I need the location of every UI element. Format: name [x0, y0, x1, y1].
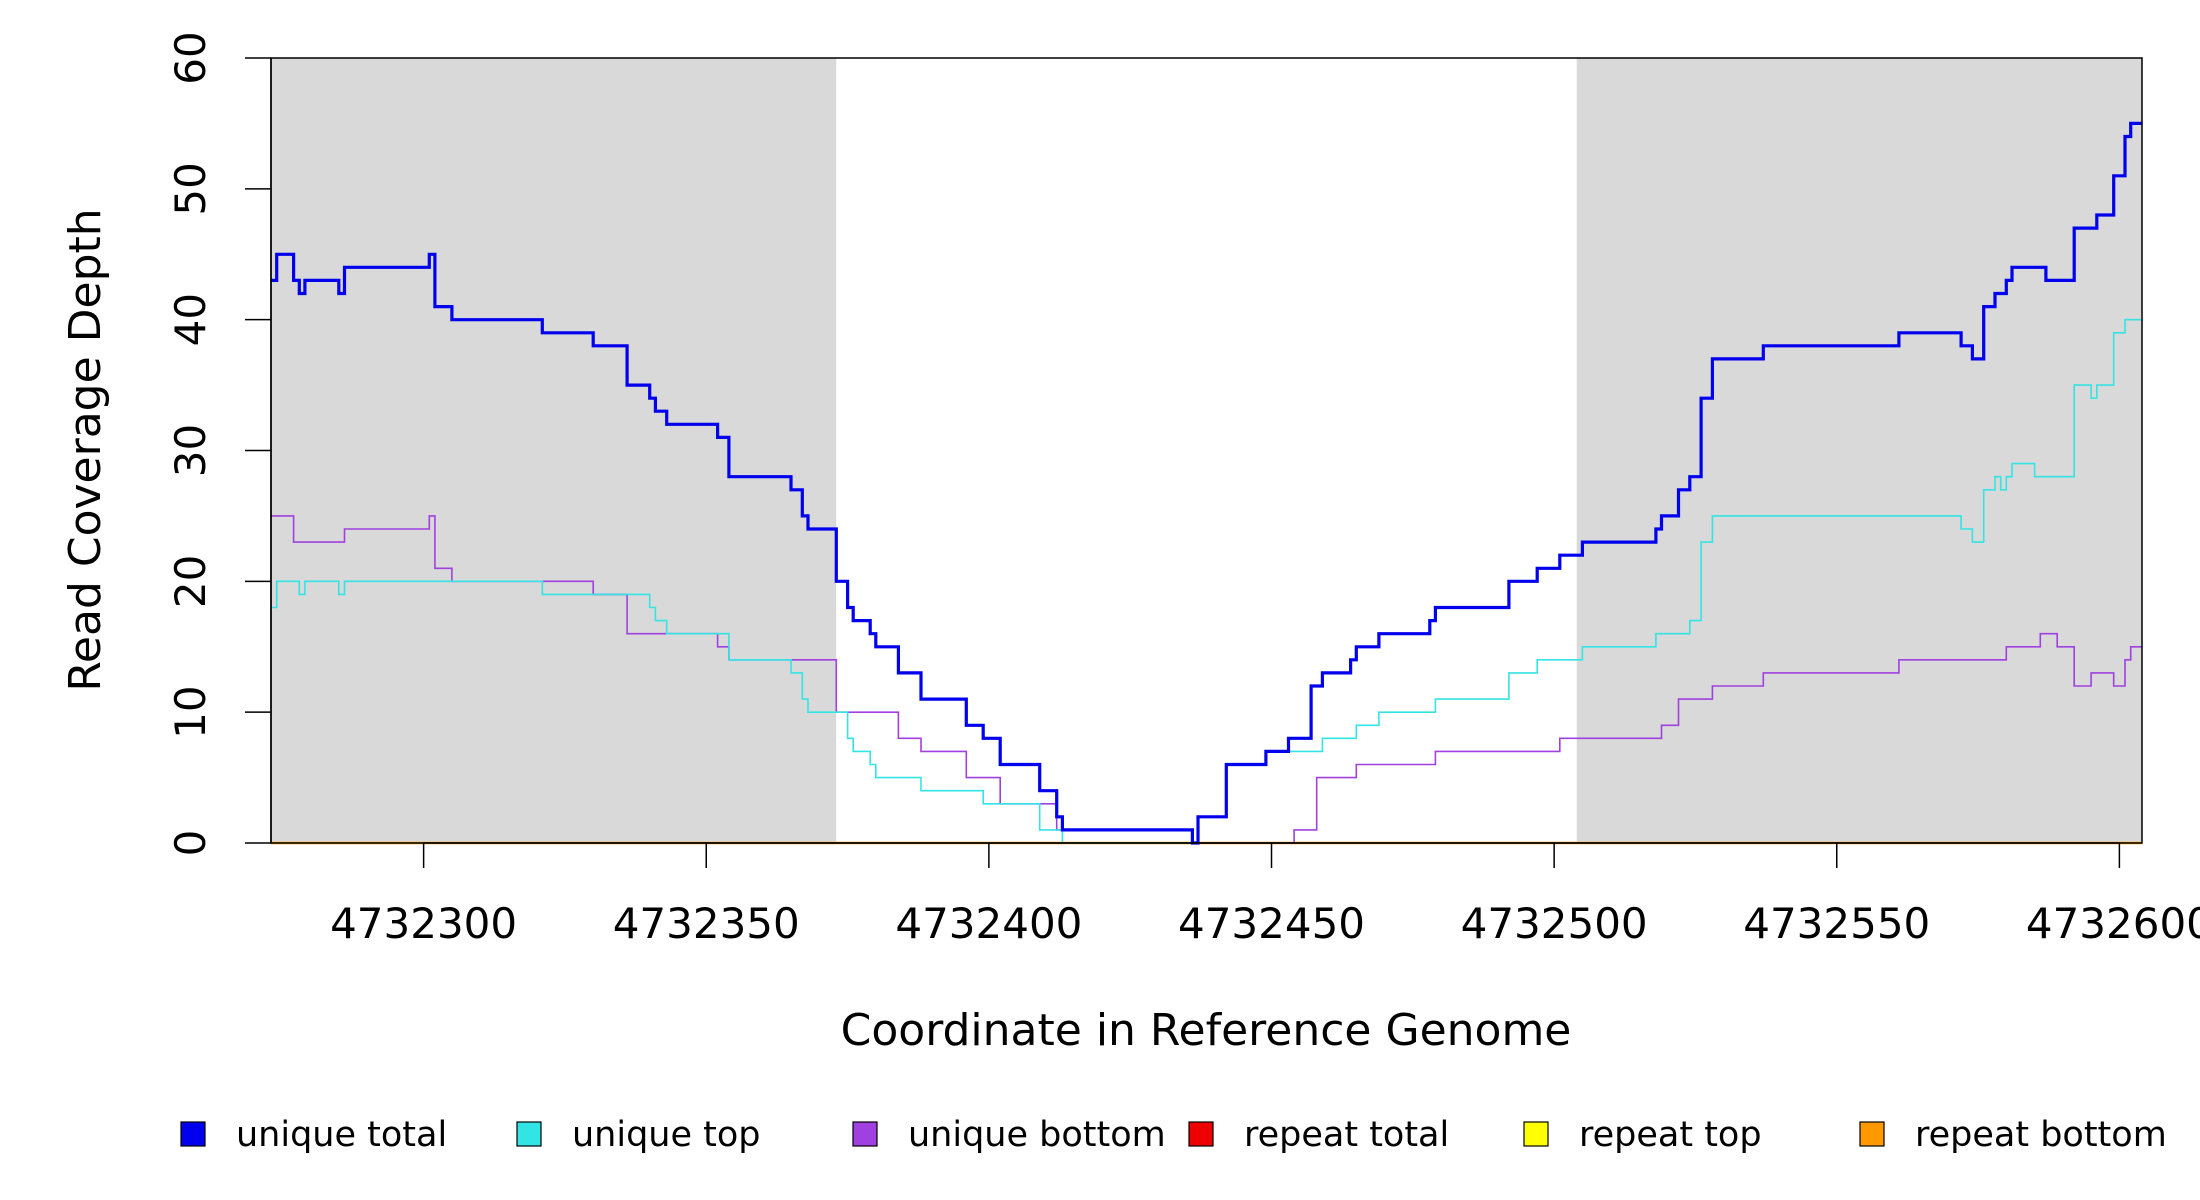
y-tick-label: 50: [166, 162, 215, 215]
x-tick-label: 4732400: [895, 899, 1082, 948]
legend-swatch: [852, 1121, 878, 1147]
legend-swatch: [516, 1121, 542, 1147]
x-tick-label: 4732450: [1178, 899, 1365, 948]
y-axis-title: Read Coverage Depth: [60, 208, 111, 691]
legend-swatch: [1859, 1121, 1885, 1147]
legend-item-repeat-top: repeat top: [1523, 1115, 1762, 1155]
shaded-region-2: [1576, 58, 2142, 843]
y-tick-label: 30: [166, 424, 215, 477]
y-tick-label: 20: [166, 555, 215, 608]
x-axis: 4732300 4732350 4732400 4732450 4732500 47325…: [330, 842, 2200, 948]
y-axis: 0 10 20 30 40 50 60: [166, 31, 272, 857]
legend-swatch: [180, 1121, 206, 1147]
legend-swatch: [1188, 1121, 1214, 1147]
shaded-region-1: [271, 58, 837, 843]
legend-label: unique total: [236, 1115, 447, 1155]
legend-item-repeat-total: repeat total: [1188, 1115, 1449, 1155]
y-tick-label: 0: [166, 830, 215, 857]
x-axis-title: Coordinate in Reference Genome: [841, 1005, 1572, 1056]
legend-label: repeat total: [1244, 1115, 1449, 1155]
legend-item-unique-top: unique top: [516, 1115, 761, 1155]
legend-label: repeat top: [1579, 1115, 1762, 1155]
y-tick-label: 40: [166, 293, 215, 346]
legend-label: repeat bottom: [1915, 1115, 2167, 1155]
x-tick-label: 4732300: [330, 899, 517, 948]
legend-item-unique-total: unique total: [180, 1115, 447, 1155]
x-tick-label: 4732550: [1743, 899, 1930, 948]
legend-item-repeat-bottom: repeat bottom: [1859, 1115, 2167, 1155]
shaded-regions: [271, 58, 2142, 843]
legend-item-unique-bottom: unique bottom: [852, 1115, 1166, 1155]
x-tick-label: 4732500: [1461, 899, 1648, 948]
legend: unique total unique top unique bottom repea…: [180, 1115, 2167, 1155]
legend-label: unique bottom: [908, 1115, 1166, 1155]
y-tick-label: 10: [166, 685, 215, 738]
legend-swatch: [1523, 1121, 1549, 1147]
legend-label: unique top: [572, 1115, 761, 1155]
y-tick-label: 60: [166, 31, 215, 84]
x-tick-label: 4732600: [2026, 899, 2200, 948]
series-line-unique-total: [271, 121, 2142, 845]
series-line-unique-bottom: [271, 515, 2142, 844]
x-tick-label: 4732350: [613, 899, 800, 948]
